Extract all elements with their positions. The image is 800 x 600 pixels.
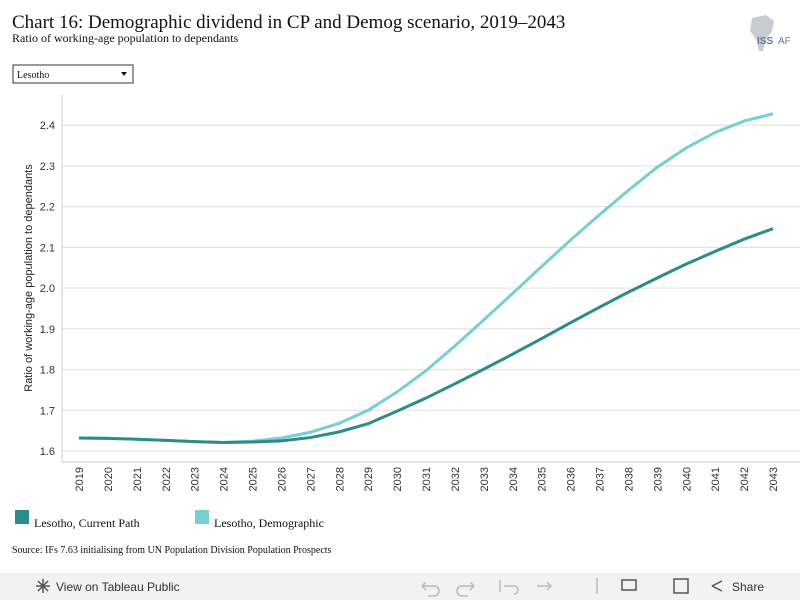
chart-title: Chart 16: Demographic dividend in CP and… <box>12 12 565 33</box>
y-tick-label: 2.1 <box>40 242 55 254</box>
x-tick-label: 2025 <box>248 467 260 491</box>
x-tick-label: 2020 <box>103 467 115 491</box>
x-tick-label: 2037 <box>595 467 607 491</box>
y-tick-label: 1.7 <box>40 405 55 417</box>
x-tick-label: 2023 <box>190 467 202 491</box>
share-label[interactable]: Share <box>732 580 764 594</box>
x-tick-label: 2030 <box>392 467 404 491</box>
y-tick-label: 2.2 <box>40 202 55 214</box>
x-tick-label: 2029 <box>363 467 375 491</box>
logo-text: ISS <box>757 36 773 47</box>
x-tick-label: 2039 <box>652 467 664 491</box>
tableau-icon[interactable] <box>36 579 50 593</box>
legend-swatch <box>195 510 209 524</box>
x-tick-label: 2026 <box>276 467 288 491</box>
dropdown[interactable]: Lesotho <box>12 64 134 84</box>
x-tick-label: 2041 <box>710 467 722 491</box>
x-tick-label: 2022 <box>161 467 173 491</box>
dropdown-box[interactable] <box>12 64 134 84</box>
x-tick-label: 2032 <box>450 467 462 491</box>
chart-subtitle: Ratio of working-age population to depen… <box>12 31 239 45</box>
x-tick-label: 2036 <box>566 467 578 491</box>
y-tick-label: 2.4 <box>40 120 55 132</box>
y-tick-label: 2.3 <box>40 161 55 173</box>
logo-shape <box>750 15 774 51</box>
x-tick-label: 2033 <box>479 467 491 491</box>
x-tick-label: 2027 <box>305 467 317 491</box>
x-tick-label: 2038 <box>623 467 635 491</box>
legend-label: Lesotho, Current Path <box>34 516 140 530</box>
x-tick-label: 2035 <box>537 467 549 491</box>
x-tick-label: 2021 <box>132 467 144 491</box>
dropdown-arrow[interactable] <box>121 72 127 76</box>
legend-label: Lesotho, Demographic <box>214 516 324 530</box>
legend-swatch <box>15 510 29 524</box>
x-tick-label: 2043 <box>768 467 780 491</box>
series-line <box>78 112 774 444</box>
logo: ISS AF <box>750 15 791 51</box>
fullscreen-icon[interactable] <box>673 578 689 594</box>
dropdown-value[interactable]: Lesotho <box>17 70 49 81</box>
revert-icon[interactable] <box>499 580 519 595</box>
x-tick-label: 2031 <box>421 467 433 491</box>
undo-icon[interactable] <box>421 581 440 597</box>
y-tick-label: 2.0 <box>40 283 55 295</box>
refresh-icon[interactable] <box>537 581 553 591</box>
toolbar <box>0 573 800 600</box>
source-note: Source: IFs 7.63 initialising from UN Po… <box>12 545 332 556</box>
x-tick-label: 2019 <box>74 467 86 491</box>
x-tick-label: 2028 <box>334 467 346 491</box>
x-tick-label: 2024 <box>219 467 231 491</box>
y-tick-label: 1.9 <box>40 324 55 336</box>
share-button[interactable]: Share <box>711 580 764 594</box>
toolbar-icons <box>421 578 689 597</box>
x-tick-label: 2034 <box>508 467 520 491</box>
view-on-tableau[interactable]: View on Tableau Public <box>36 579 180 594</box>
y-tick-label: 1.6 <box>40 446 55 458</box>
view-link[interactable]: View on Tableau Public <box>56 580 180 594</box>
logo-text: AF <box>778 36 791 47</box>
y-tick-label: 1.8 <box>40 365 55 377</box>
share-icon[interactable] <box>711 580 723 592</box>
y-axis-title: Ratio of working-age population to depen… <box>23 164 35 392</box>
redo-icon[interactable] <box>456 581 475 597</box>
x-tick-label: 2042 <box>739 467 751 491</box>
series-line <box>78 227 774 444</box>
device-icon[interactable] <box>621 579 637 591</box>
x-tick-label: 2040 <box>681 467 693 491</box>
